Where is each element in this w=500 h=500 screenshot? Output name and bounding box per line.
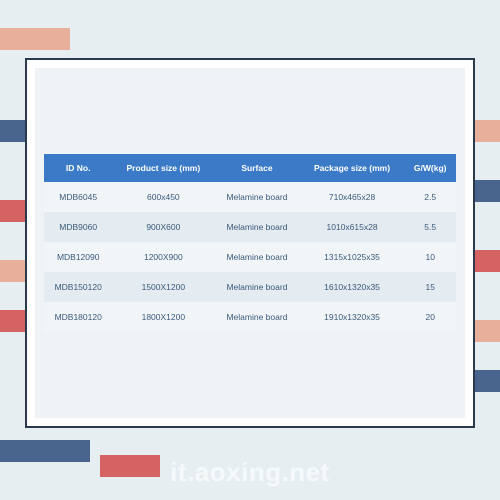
table-cell: Melamine board xyxy=(214,272,299,302)
table-cell: 1910x1320x35 xyxy=(300,302,405,332)
table-cell: MDB6045 xyxy=(44,182,112,213)
table-row: MDB120901200X900Melamine board1315x1025x… xyxy=(44,242,456,272)
col-gw: G/W(kg) xyxy=(405,155,456,182)
table-cell: 1010x615x28 xyxy=(300,212,405,242)
table-cell: 1315x1025x35 xyxy=(300,242,405,272)
table-cell: MDB180120 xyxy=(44,302,112,332)
table-cell: 1500X1200 xyxy=(112,272,214,302)
table-cell: MDB12090 xyxy=(44,242,112,272)
spec-table: ID No. Product size (mm) Surface Package… xyxy=(44,154,457,332)
table-cell: MDB150120 xyxy=(44,272,112,302)
col-package: Package size (mm) xyxy=(300,155,405,182)
table-cell: 15 xyxy=(405,272,456,302)
table-cell: Melamine board xyxy=(214,182,299,213)
table-header-row: ID No. Product size (mm) Surface Package… xyxy=(44,155,456,182)
document-inner: ID No. Product size (mm) Surface Package… xyxy=(35,68,465,418)
table-cell: 900X600 xyxy=(112,212,214,242)
table-cell: 5.5 xyxy=(405,212,456,242)
table-cell: 710x465x28 xyxy=(300,182,405,213)
document-frame: ID No. Product size (mm) Surface Package… xyxy=(25,58,475,428)
col-product: Product size (mm) xyxy=(112,155,214,182)
table-cell: Melamine board xyxy=(214,242,299,272)
table-cell: 1610x1320x35 xyxy=(300,272,405,302)
col-surface: Surface xyxy=(214,155,299,182)
table-cell: 600x450 xyxy=(112,182,214,213)
table-cell: Melamine board xyxy=(214,212,299,242)
decorative-stripe xyxy=(0,28,70,50)
table-cell: 1200X900 xyxy=(112,242,214,272)
watermark-text: it.aoxing.net xyxy=(0,457,500,488)
col-id: ID No. xyxy=(44,155,112,182)
table-row: MDB6045600x450Melamine board710x465x282.… xyxy=(44,182,456,213)
table-row: MDB1801201800X1200Melamine board1910x132… xyxy=(44,302,456,332)
table-cell: 20 xyxy=(405,302,456,332)
table-cell: 1800X1200 xyxy=(112,302,214,332)
table-cell: MDB9060 xyxy=(44,212,112,242)
table-cell: 10 xyxy=(405,242,456,272)
table-row: MDB9060900X600Melamine board1010x615x285… xyxy=(44,212,456,242)
table-row: MDB1501201500X1200Melamine board1610x132… xyxy=(44,272,456,302)
table-cell: Melamine board xyxy=(214,302,299,332)
table-cell: 2.5 xyxy=(405,182,456,213)
